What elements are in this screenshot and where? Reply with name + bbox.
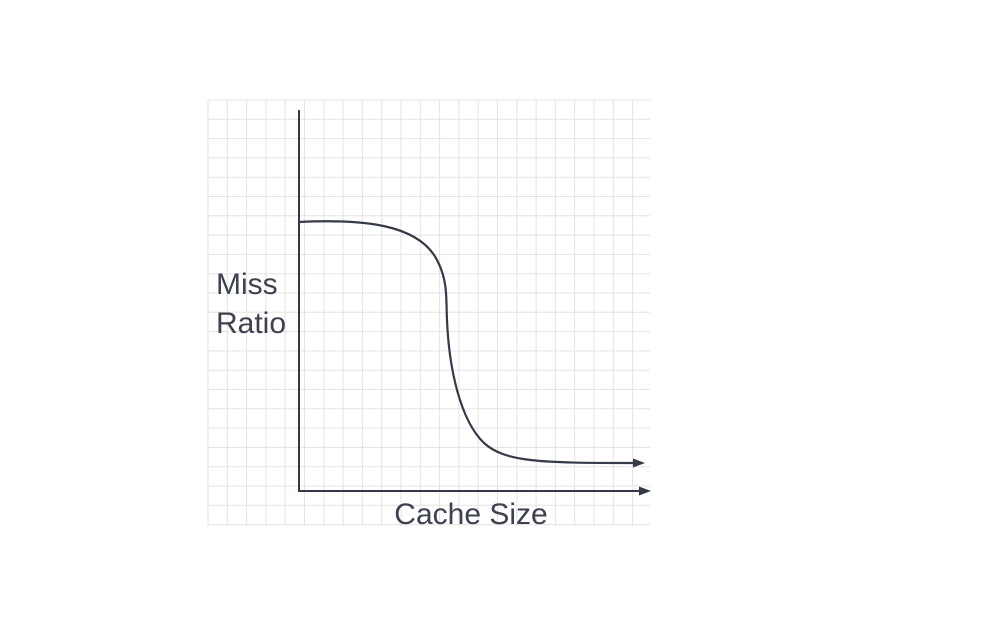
curve-arrowhead bbox=[633, 458, 645, 468]
y-axis-label-line-1: Miss bbox=[216, 268, 278, 301]
y-axis-label: Miss Ratio bbox=[216, 268, 286, 340]
x-axis-label: Cache Size bbox=[394, 498, 547, 531]
x-axis-arrowhead bbox=[639, 486, 651, 496]
background-grid bbox=[207, 99, 650, 526]
miss-ratio-curve bbox=[297, 220, 636, 465]
y-axis-label-line-2: Ratio bbox=[216, 307, 286, 340]
